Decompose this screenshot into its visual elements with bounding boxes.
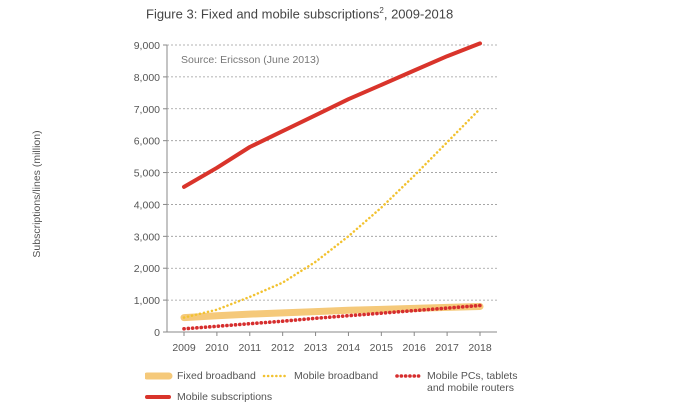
y-tick-label: 0 xyxy=(154,327,160,339)
legend-item-mobile-subscriptions: Mobile subscriptions xyxy=(145,391,285,405)
legend-label-mobile-broadband: Mobile broadband xyxy=(294,370,379,382)
legend-label-mobile-pcs: Mobile PCs, tablets and mobile routers xyxy=(427,370,517,394)
x-tick-label: 2012 xyxy=(271,342,295,354)
x-tick-label: 2017 xyxy=(435,342,459,354)
series-line-mobile-broadband xyxy=(182,107,482,319)
x-tick-label: 2014 xyxy=(337,342,361,354)
legend-label-fixed-broadband: Fixed broadband xyxy=(177,370,256,382)
source-note: Source: Ericsson (June 2013) xyxy=(181,54,319,66)
x-tick-label: 2016 xyxy=(403,342,427,354)
series-lines xyxy=(180,41,484,331)
legend-swatch-mobile-pcs xyxy=(395,374,421,378)
series-line-fixed-broadband xyxy=(180,303,484,322)
y-tick-label: 3,000 xyxy=(134,231,160,243)
x-tick-label: 2013 xyxy=(304,342,328,354)
y-tick-label: 7,000 xyxy=(134,104,160,116)
x-tick-label: 2010 xyxy=(205,342,229,354)
chart-title: Figure 3: Fixed and mobile subscriptions… xyxy=(146,6,453,21)
x-tick-label: 2011 xyxy=(238,342,261,354)
x-tick-label: 2009 xyxy=(172,342,196,354)
legend-label-mobile-subscriptions: Mobile subscriptions xyxy=(177,391,273,403)
legend-swatch-mobile-broadband xyxy=(262,374,288,378)
y-tick-label: 8,000 xyxy=(134,72,160,84)
series-line-mobile-subscriptions xyxy=(182,41,482,189)
x-tick-labels: 2009 2010 2011 2012 2013 2014 2015 2016 2017 2018 xyxy=(172,342,492,354)
y-tick-label: 2,000 xyxy=(134,263,160,275)
chart-title-main: Figure 3: Fixed and mobile subscriptions xyxy=(146,6,380,22)
x-tick-label: 2015 xyxy=(370,342,394,354)
chart-title-years: , 2009-2018 xyxy=(383,6,454,22)
y-tick-labels: 0 1,000 2,000 3,000 4,000 5,000 6,000 7,000 8,00… xyxy=(134,40,160,339)
y-tick-label: 6,000 xyxy=(134,136,160,148)
legend-label-mobile-pcs-line2: and mobile routers xyxy=(427,382,514,394)
x-tick-label: 2018 xyxy=(468,342,492,354)
y-tick-label: 5,000 xyxy=(134,168,160,180)
legend-swatch-mobile-subscriptions xyxy=(145,395,171,399)
y-tick-label: 4,000 xyxy=(134,199,160,211)
legend-label-mobile-pcs-line1: Mobile PCs, tablets xyxy=(427,370,518,382)
y-tick-label: 9,000 xyxy=(134,40,160,52)
legend-item-mobile-pcs: Mobile PCs, tablets and mobile routers xyxy=(395,370,535,398)
chart-title-footnote: 2 xyxy=(379,6,384,15)
legend-item-fixed-broadband: Fixed broadband xyxy=(145,370,265,384)
legend-swatch-fixed-broadband xyxy=(145,372,173,380)
grid-lines xyxy=(163,44,497,336)
y-tick-label: 1,000 xyxy=(134,295,160,307)
legend-item-mobile-broadband: Mobile broadband xyxy=(262,370,392,384)
